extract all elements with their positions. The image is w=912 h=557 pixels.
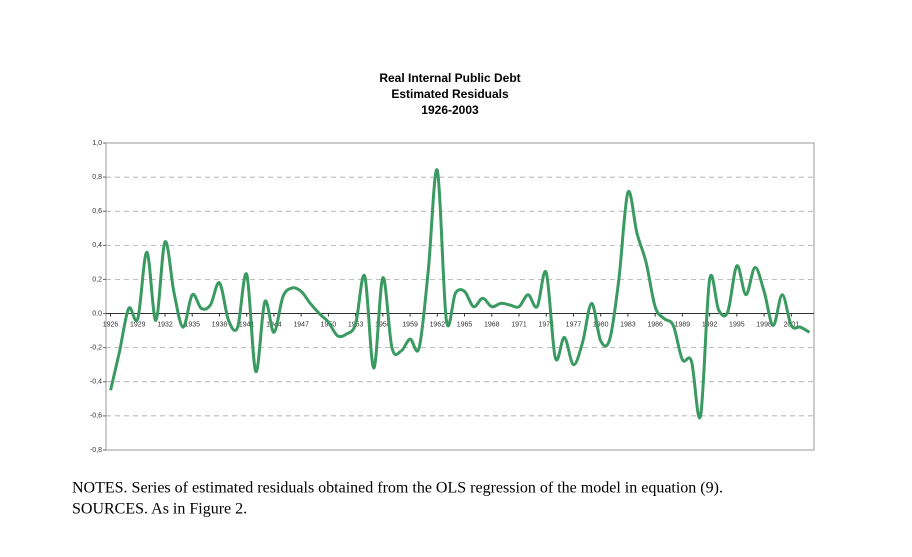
x-tick-label: 1989 [675, 321, 691, 328]
y-tick-label: 0,6 [92, 208, 102, 215]
x-tick-label: 1926 [103, 321, 119, 328]
data-line [109, 168, 811, 420]
y-tick-label: 1,0 [92, 140, 102, 147]
x-tick-label: 1971 [511, 321, 527, 328]
x-tick-label: 1938 [212, 321, 228, 328]
x-tick-label: 1929 [130, 321, 146, 328]
note: SOURCES. As in Figure 2. [72, 501, 247, 518]
x-tick-label: 1995 [729, 321, 745, 328]
y-tick-label: 0,2 [92, 276, 102, 283]
x-tick-label: 1974 [538, 321, 554, 328]
chart-title: Real Internal Public Debt [379, 71, 520, 85]
x-tick-label: 1947 [293, 321, 309, 328]
x-tick-label: 1932 [157, 321, 173, 328]
y-tick-label: -0,8 [90, 447, 102, 454]
note: NOTES. Series of estimated residuals obt… [72, 480, 723, 497]
plot-frame [105, 142, 815, 451]
x-tick-label: 1944 [266, 321, 282, 328]
y-tick-label: 0,8 [92, 174, 102, 181]
chart-subtitle: 1926-2003 [421, 103, 479, 117]
y-tick-label: 0,0 [92, 310, 102, 317]
chart-subtitle: Estimated Residuals [391, 87, 509, 101]
x-tick-label: 1935 [184, 321, 200, 328]
x-tick-label: 1998 [756, 321, 772, 328]
x-tick-label: 1986 [647, 321, 663, 328]
x-tick-label: 1965 [457, 321, 473, 328]
x-tick-label: 1950 [321, 321, 337, 328]
y-tick-label: -0,2 [90, 345, 102, 352]
x-tick-label: 1956 [375, 321, 391, 328]
x-tick-label: 1980 [593, 321, 609, 328]
x-tick-label: 1992 [702, 321, 718, 328]
x-tick-label: 1941 [239, 321, 255, 328]
y-tick-label: -0,4 [90, 379, 102, 386]
y-tick-label: 0,4 [92, 242, 102, 249]
x-tick-label: 1968 [484, 321, 500, 328]
y-tick-label: -0,6 [90, 413, 102, 420]
x-tick-label: 1962 [430, 321, 446, 328]
x-tick-label: 1983 [620, 321, 636, 328]
x-tick-label: 1977 [566, 321, 582, 328]
x-tick-label: 1959 [402, 321, 418, 328]
